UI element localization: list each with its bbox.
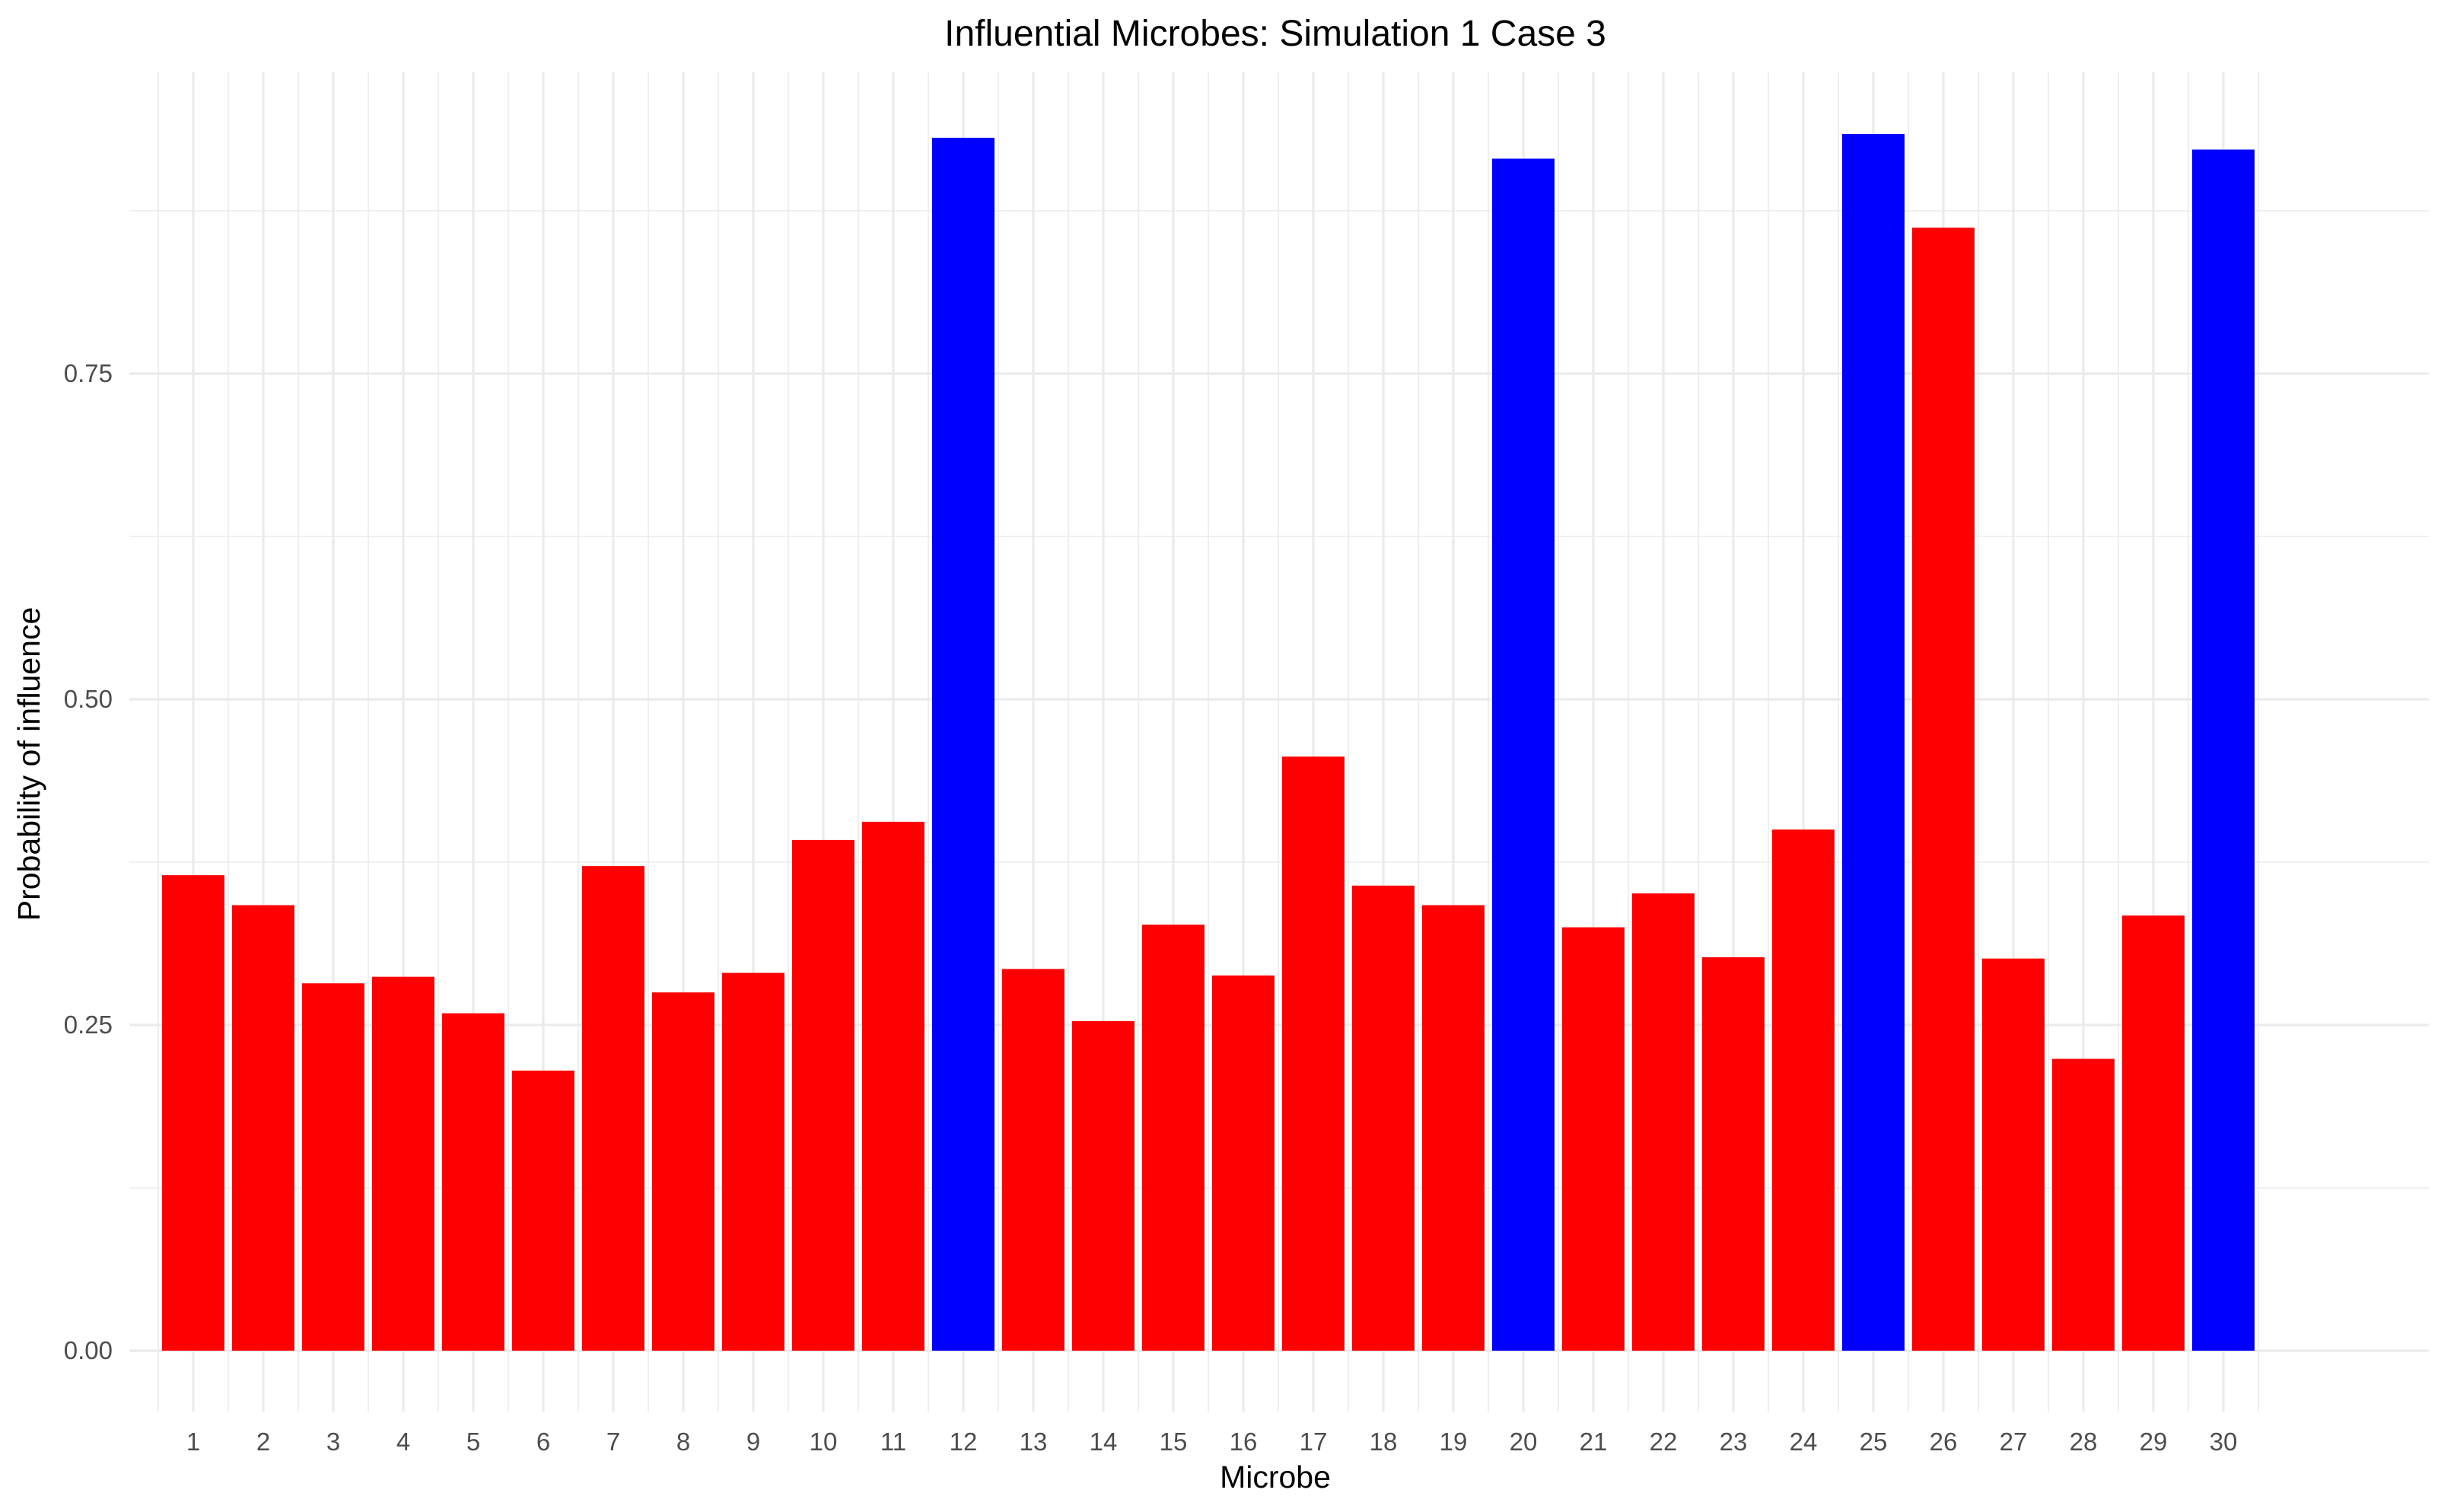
- x-tick-label: 6: [536, 1428, 550, 1456]
- x-tick-label: 2: [256, 1428, 270, 1456]
- x-tick-label: 29: [2140, 1428, 2168, 1456]
- x-tick-label: 19: [1440, 1428, 1468, 1456]
- bar-7: [582, 866, 644, 1351]
- x-tick-label: 1: [186, 1428, 200, 1456]
- bar-24: [1772, 829, 1835, 1351]
- bar-9: [722, 972, 784, 1351]
- x-tick-label: 16: [1230, 1428, 1258, 1456]
- x-tick-label: 12: [950, 1428, 978, 1456]
- bar-26: [1912, 228, 1975, 1351]
- bar-23: [1702, 957, 1765, 1351]
- x-tick-label: 25: [1860, 1428, 1888, 1456]
- x-tick-label: 4: [396, 1428, 410, 1456]
- y-tick-label: 0.00: [64, 1336, 113, 1364]
- bar-25: [1842, 133, 1905, 1351]
- bar-1: [162, 875, 224, 1351]
- bar-10: [792, 839, 855, 1351]
- y-axis-ticks: 0.00 0.25 0.50 0.75: [64, 359, 113, 1364]
- bars: [162, 133, 2255, 1351]
- x-tick-label: 30: [2210, 1428, 2238, 1456]
- bar-8: [652, 992, 714, 1351]
- chart-title: Influential Microbes: Simulation 1 Case …: [944, 14, 1606, 54]
- bar-15: [1142, 925, 1205, 1351]
- bar-21: [1562, 927, 1625, 1351]
- bar-19: [1422, 905, 1485, 1351]
- bar-12: [932, 138, 995, 1351]
- bar-2: [232, 905, 294, 1351]
- x-tick-label: 27: [2000, 1428, 2028, 1456]
- x-tick-label: 9: [746, 1428, 760, 1456]
- x-tick-label: 3: [326, 1428, 340, 1456]
- bar-6: [512, 1070, 574, 1351]
- bar-17: [1282, 756, 1345, 1351]
- y-tick-label: 0.75: [64, 359, 113, 387]
- x-tick-label: 15: [1160, 1428, 1188, 1456]
- bar-14: [1072, 1020, 1135, 1351]
- x-tick-label: 17: [1300, 1428, 1328, 1456]
- x-tick-label: 18: [1370, 1428, 1398, 1456]
- bar-22: [1632, 893, 1695, 1351]
- bar-11: [862, 821, 925, 1351]
- bar-20: [1492, 158, 1555, 1351]
- bar-29: [2122, 915, 2185, 1351]
- x-tick-label: 10: [810, 1428, 838, 1456]
- bar-3: [302, 983, 364, 1351]
- bar-13: [1002, 969, 1065, 1351]
- x-axis-ticks: 1 2 3 4 5 6 7 8 9 10 11 12 13 14 15 16 17 18 19 20 21 22 23 24 2…: [186, 1428, 2238, 1456]
- bar-4: [372, 976, 434, 1351]
- x-tick-label: 28: [2070, 1428, 2098, 1456]
- x-tick-label: 21: [1580, 1428, 1608, 1456]
- x-tick-label: 20: [1510, 1428, 1538, 1456]
- x-tick-label: 23: [1720, 1428, 1748, 1456]
- bar-5: [442, 1013, 504, 1351]
- y-tick-label: 0.25: [64, 1011, 113, 1039]
- bar-27: [1982, 958, 2045, 1351]
- x-tick-label: 11: [880, 1428, 906, 1456]
- x-tick-label: 13: [1020, 1428, 1048, 1456]
- y-axis-title: Probability of influence: [11, 607, 46, 922]
- bar-16: [1212, 975, 1275, 1351]
- x-tick-label: 22: [1650, 1428, 1678, 1456]
- x-tick-label: 26: [1930, 1428, 1958, 1456]
- x-tick-label: 14: [1090, 1428, 1118, 1456]
- x-tick-label: 5: [466, 1428, 480, 1456]
- bar-30: [2192, 149, 2255, 1351]
- bar-18: [1352, 885, 1415, 1351]
- x-tick-label: 8: [676, 1428, 690, 1456]
- bar-28: [2052, 1058, 2115, 1351]
- x-tick-label: 24: [1790, 1428, 1818, 1456]
- x-axis-title: Microbe: [1220, 1459, 1331, 1494]
- x-tick-label: 7: [606, 1428, 620, 1456]
- y-tick-label: 0.50: [64, 685, 113, 713]
